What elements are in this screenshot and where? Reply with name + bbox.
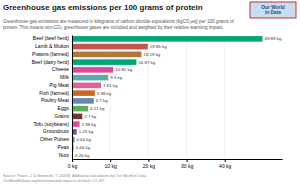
source: Source: Poore, J. & Nemecek, T. (2018). …	[3, 174, 147, 183]
title: Greenhouse gas emissions per 100 grams o…	[3, 3, 203, 12]
data-label: 49.89 kg	[264, 36, 281, 41]
y-tick: Cheese	[52, 66, 72, 72]
bar	[72, 98, 94, 104]
bar	[72, 106, 88, 112]
bar	[72, 121, 80, 127]
x-tick: 40 kg	[219, 159, 231, 169]
grid	[72, 35, 225, 159]
y-tick: Nuts	[59, 152, 72, 158]
data-label: 10.82 kg	[115, 67, 132, 72]
y-tick: Grains	[54, 113, 72, 119]
y-tick: Prawns (farmed)	[32, 51, 72, 57]
data-label: 1.98 kg	[82, 122, 97, 127]
y-tick-label: Eggs	[58, 105, 70, 111]
y-tick-label: Grains	[54, 113, 69, 119]
subtitle-line: Greenhouse gas emissions are measured in…	[3, 19, 235, 24]
subtitle-line: protein. This means non-CO₂ greenhouse g…	[3, 25, 224, 30]
source-line: OurWorldInData.org/environmental-impacts…	[3, 179, 105, 183]
bar	[72, 90, 95, 96]
y-tick-label: Lamb & Mutton	[35, 43, 69, 49]
x-tick-mark	[148, 159, 149, 162]
y-tick: Beef (beef herd)	[33, 35, 72, 41]
grid-line	[72, 35, 73, 159]
bar	[72, 83, 101, 89]
x-tick: 20 kg	[143, 159, 155, 169]
x-tick-label: 30 kg	[181, 163, 193, 169]
axis-domain	[73, 159, 283, 160]
y-tick-label: Other Pulses	[40, 136, 69, 142]
data-label: 19.85 kg	[150, 44, 167, 49]
subtitle: Greenhouse gas emissions are measured in…	[3, 19, 235, 30]
y-tick: Fish (farmed)	[39, 90, 72, 96]
y-tick-label: Milk	[60, 74, 69, 80]
y-tick-label: Beef (dairy herd)	[32, 59, 70, 65]
y-tick: Groundnuts	[43, 128, 72, 134]
data-label: 0.44 kg	[76, 145, 91, 150]
data-label: 7.61 kg	[103, 83, 118, 88]
data-label: 2.7 kg	[84, 114, 97, 119]
y-tick-label: Fish (farmed)	[39, 90, 69, 96]
logo: Our Worldin Data	[250, 2, 296, 18]
y-tick: Milk	[60, 74, 72, 80]
x-tick-label: 10 kg	[105, 163, 117, 169]
y-tick: Beef (dairy herd)	[32, 59, 72, 65]
grid-line	[186, 35, 187, 159]
x-tick: 10 kg	[105, 159, 117, 169]
source-line: Source: Poore, J. & Nemecek, T. (2018). …	[3, 174, 147, 178]
x-tick-mark	[187, 159, 188, 162]
x-tick-label: 0 kg	[68, 163, 78, 169]
bar	[72, 67, 113, 73]
data-label: 5.7 kg	[96, 98, 109, 103]
bar	[72, 44, 148, 50]
y-tick-label: Nuts	[59, 152, 70, 158]
y-tick: Peas	[58, 144, 72, 150]
grid-line	[224, 35, 225, 159]
data-label: 9.5 kg	[110, 75, 123, 80]
y-tick: Poultry Meat	[41, 97, 72, 103]
bar	[72, 75, 108, 81]
data-label: 18.19 kg	[143, 52, 160, 57]
data-labels: 49.89 kg 19.85 kg 18.19 kg 16.87 kg 10.82 kg…	[75, 36, 282, 157]
data-label: 0.26 kg	[75, 153, 90, 158]
logo-text: Our Worldin Data	[261, 5, 284, 15]
y-tick: Other Pulses	[40, 136, 72, 142]
y-tick: Pig Meat	[49, 82, 72, 88]
logo-box	[250, 2, 296, 18]
y-tick: Eggs	[58, 105, 72, 111]
data-label: 5.98 kg	[97, 91, 112, 96]
logo-text-line: in Data	[265, 10, 281, 15]
y-tick: Tofu (soybeans)	[33, 121, 72, 127]
bars	[72, 36, 262, 158]
x-tick: 30 kg	[181, 159, 193, 169]
logo-text-line: Our World	[261, 5, 284, 10]
bar	[72, 36, 262, 42]
data-label: 4.21 kg	[90, 106, 105, 111]
data-label: 1.23 kg	[79, 129, 94, 134]
x-tick-mark	[225, 159, 226, 162]
bar	[72, 59, 136, 65]
axis-domain	[72, 36, 73, 160]
y-tick-label: Prawns (farmed)	[32, 51, 69, 57]
x-tick-label: 20 kg	[143, 163, 155, 169]
y-tick-label: Pig Meat	[49, 82, 69, 88]
data-label: 0.64 kg	[76, 137, 91, 142]
y-tick-label: Poultry Meat	[41, 97, 70, 103]
y-axis: Beef (beef herd) Lamb & Mutton Prawns (far…	[32, 35, 73, 159]
x-axis: 0 kg 10 kg 20 kg 30 kg 40 kg	[68, 159, 283, 169]
y-tick-label: Peas	[58, 144, 70, 150]
bar	[72, 114, 82, 120]
bar	[72, 52, 141, 58]
y-tick-label: Tofu (soybeans)	[33, 121, 69, 127]
x-tick-label: 40 kg	[219, 163, 231, 169]
x-tick-mark	[110, 159, 111, 162]
y-tick-label: Cheese	[52, 66, 69, 72]
data-label: 16.87 kg	[138, 60, 155, 65]
y-tick-label: Beef (beef herd)	[33, 35, 69, 41]
y-tick-label: Groundnuts	[43, 128, 70, 134]
y-tick: Lamb & Mutton	[35, 43, 72, 49]
x-tick: 0 kg	[68, 159, 78, 169]
chart: Greenhouse gas emissions per 100 grams o…	[0, 0, 300, 185]
